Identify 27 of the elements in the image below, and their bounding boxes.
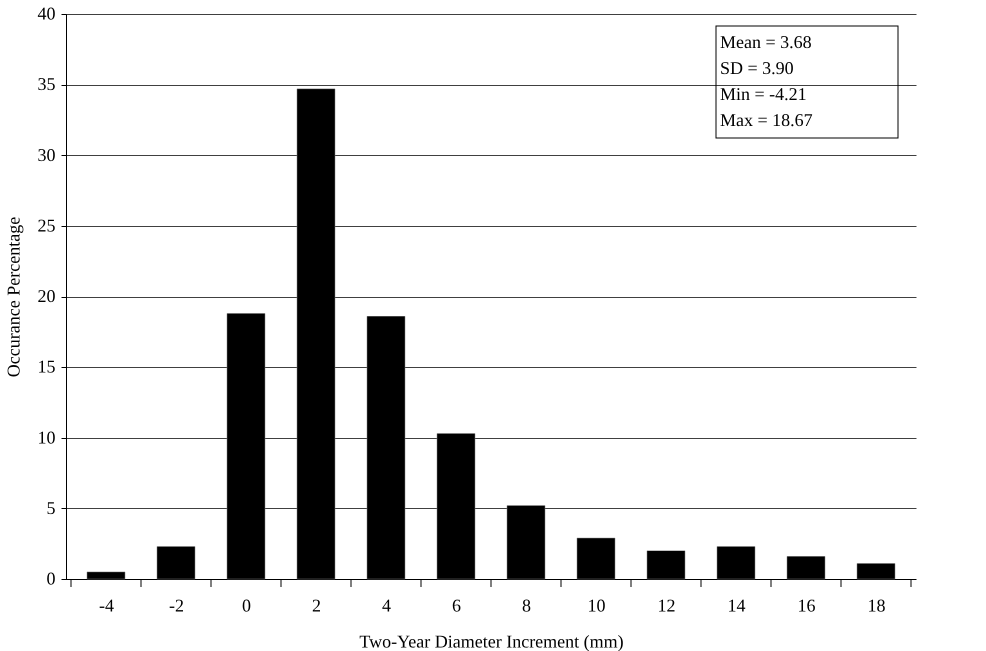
annotation: SD = 3.90 [720,58,794,78]
x-tick-label: -4 [99,596,114,616]
x-tick-label: 0 [242,596,251,616]
x-axis-title: Two-Year Diameter Increment (mm) [359,632,624,651]
x-tick-label: 16 [798,596,816,616]
annotation: Max = 18.67 [720,110,813,130]
y-axis-title: Occurance Percentage [4,216,24,378]
annotation: Mean = 3.68 [720,32,812,52]
x-tick-label: 8 [522,596,531,616]
y-tick-label: 0 [46,568,56,588]
y-tick-label: 35 [38,74,56,94]
y-tick-label: 5 [46,498,56,518]
y-tick-label: 30 [38,144,56,165]
y-tick-label: 15 [38,356,56,377]
y-tick-label: 40 [38,4,56,24]
annotation: Min = -4.21 [720,84,807,104]
x-tick-label: 12 [658,596,676,616]
x-tick-label: 6 [452,596,461,616]
x-tick-label: 4 [382,596,391,616]
x-tick-label: -2 [169,596,184,616]
x-tick-label: 10 [588,596,606,616]
y-tick-label: 20 [38,286,56,306]
y-tick-label: 10 [38,427,56,448]
x-tick-label: 18 [868,596,886,616]
y-tick-label: 25 [38,215,56,236]
x-tick-label: 14 [728,596,746,616]
x-tick-label: 2 [312,596,321,616]
